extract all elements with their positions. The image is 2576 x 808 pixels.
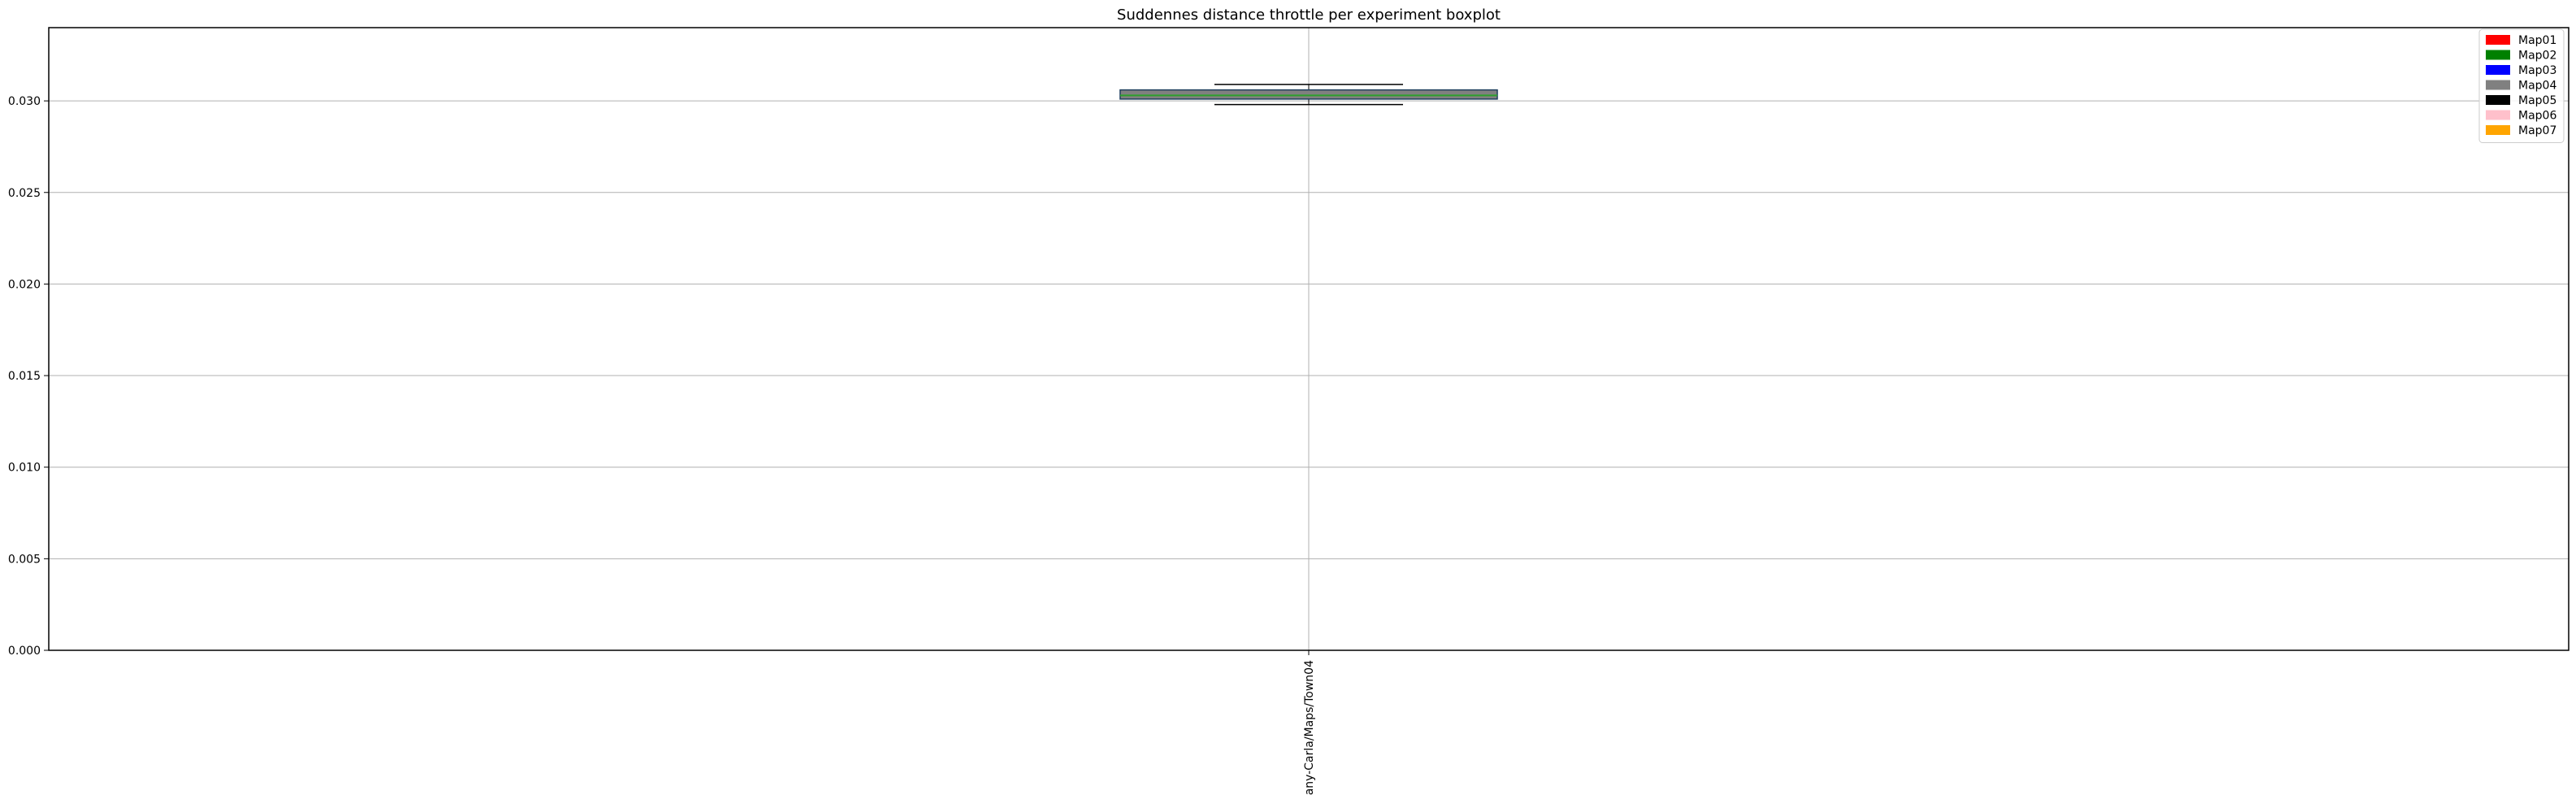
x-tick-label: any-Carla/Maps/Town04 <box>1303 660 1316 795</box>
legend-swatch <box>2486 65 2510 75</box>
legend-swatch <box>2486 110 2510 120</box>
legend-label: Map02 <box>2518 50 2556 63</box>
legend-label: Map04 <box>2518 80 2556 93</box>
legend-label: Map03 <box>2518 64 2556 77</box>
legend-label: Map01 <box>2518 34 2556 47</box>
y-tick-label: 0.015 <box>8 370 41 383</box>
legend-swatch <box>2486 80 2510 90</box>
y-tick-label: 0.000 <box>8 645 41 658</box>
axes-layer: 0.000 0.005 0.010 0.015 0.020 0.025 0.030 any-C… <box>8 27 2569 795</box>
y-tick-label: 0.020 <box>8 278 41 291</box>
legend-label: Map07 <box>2518 124 2556 137</box>
legend-swatch <box>2486 50 2510 60</box>
box-layer <box>1119 84 1498 106</box>
chart-title: Suddennes distance throttle per experime… <box>1117 7 1501 24</box>
legend-swatch <box>2486 125 2510 135</box>
legend-swatch <box>2486 35 2510 45</box>
y-tick-label: 0.010 <box>8 462 41 475</box>
legend-label: Map06 <box>2518 110 2556 123</box>
legend-label: Map05 <box>2518 94 2556 107</box>
plot-frame <box>48 27 2569 651</box>
grid-layer <box>49 28 2569 651</box>
legend-swatch <box>2486 95 2510 105</box>
y-tick-label: 0.025 <box>8 187 41 200</box>
y-tick-label: 0.030 <box>8 95 41 108</box>
box-body <box>1119 89 1498 100</box>
y-tick-label: 0.005 <box>8 553 41 566</box>
